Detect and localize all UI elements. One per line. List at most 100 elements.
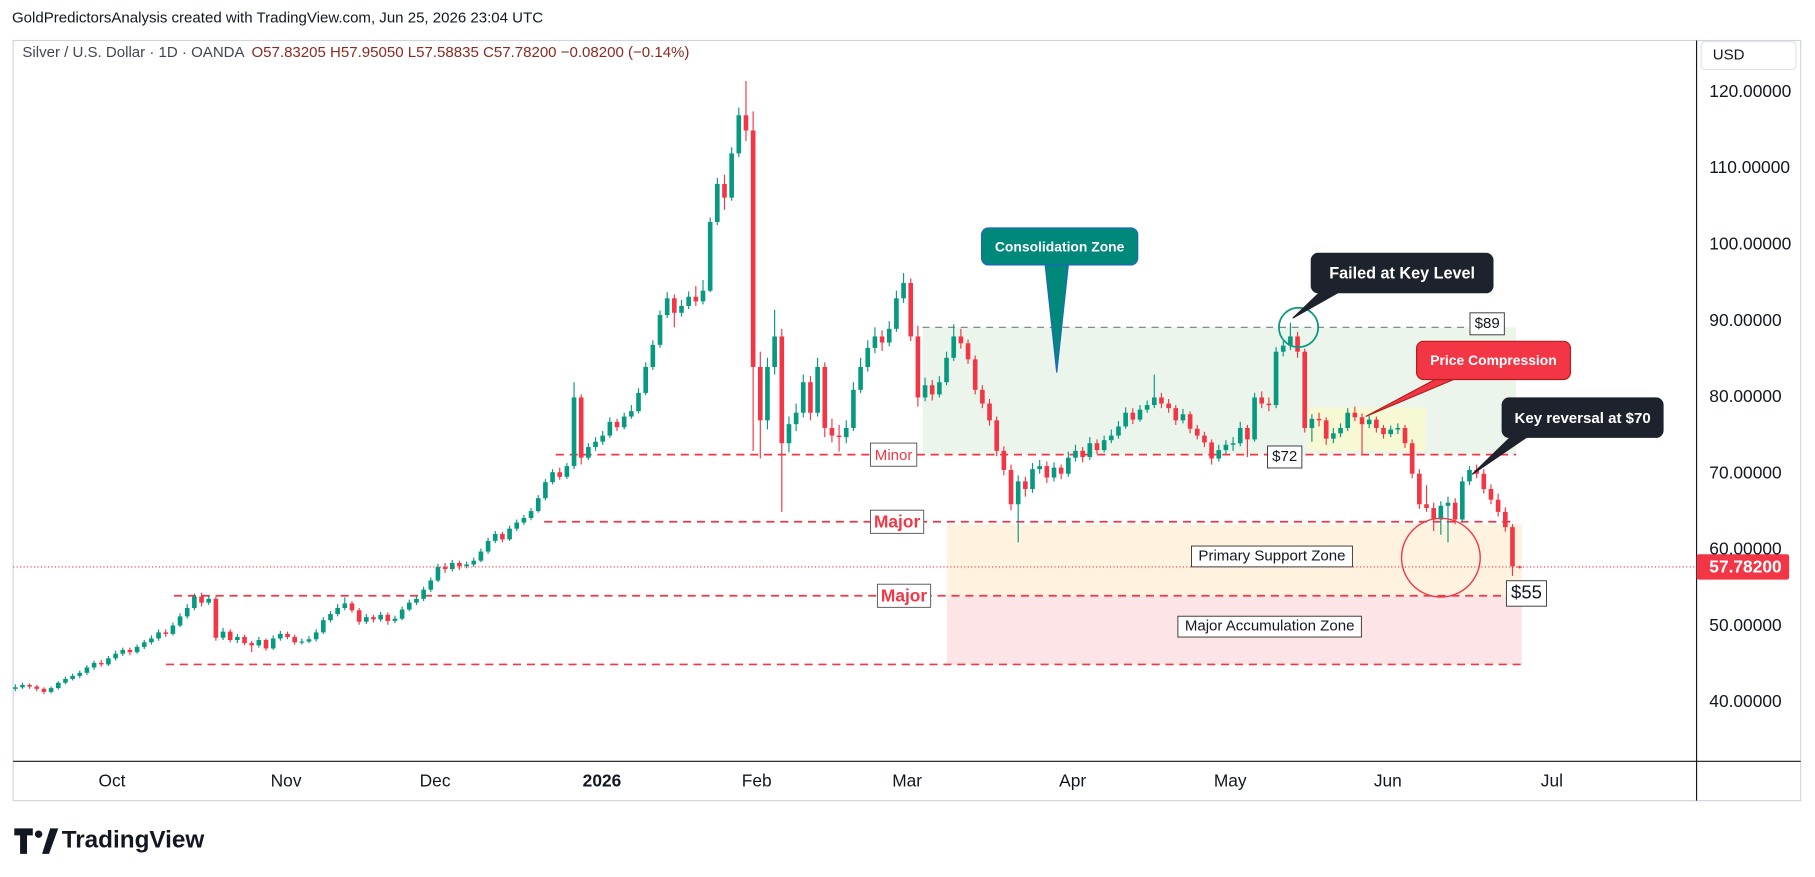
price-label: $55 [1511, 581, 1542, 602]
candle-body [621, 416, 627, 428]
candle-body [1108, 435, 1114, 441]
candle-body [1460, 481, 1465, 520]
candle-body [1452, 502, 1458, 520]
level-label: Major [881, 586, 928, 606]
candle-body [686, 296, 691, 306]
candle-body [1137, 409, 1143, 420]
candle-body [908, 283, 914, 337]
candle-body [199, 596, 204, 603]
level-label: Minor [875, 447, 913, 464]
y-tick-label: 70.00000 [1709, 462, 1781, 482]
price-label-box [1267, 445, 1303, 469]
candle-body [335, 607, 340, 615]
candle-body [1424, 504, 1429, 509]
candle-body [91, 662, 97, 668]
zone-label-box [1177, 615, 1362, 638]
callout-text: Price Compression [1430, 352, 1556, 368]
candle-body [543, 482, 548, 499]
currency-box[interactable] [1700, 41, 1797, 70]
callout-box [1415, 340, 1572, 381]
candle-body [213, 598, 219, 638]
callout-box [980, 227, 1139, 266]
candle-body [865, 347, 871, 367]
candle-body [414, 598, 419, 603]
candle-body [722, 183, 727, 198]
candle-body [485, 540, 491, 552]
candle-body [1194, 428, 1200, 436]
x-tick-label: Jul [1541, 771, 1563, 791]
candle-body [786, 424, 792, 444]
candle-body [435, 566, 441, 581]
candle-body [1488, 488, 1494, 500]
candle-body [1008, 469, 1014, 505]
candle-body [657, 315, 663, 345]
candle-body [392, 618, 398, 621]
candle-body [650, 344, 656, 367]
candle-body [242, 636, 247, 644]
callout-box [1310, 252, 1494, 294]
candle-body [478, 551, 484, 561]
x-tick-label: Jun [1374, 771, 1402, 791]
candle-body [822, 366, 828, 428]
candle-body [550, 472, 555, 483]
candle-body [1073, 450, 1078, 458]
candle-body [1151, 397, 1157, 406]
level-label-box [876, 583, 932, 608]
candle-body [313, 632, 319, 640]
candle-body [922, 385, 928, 398]
last-price-tag [1696, 554, 1790, 580]
candle-body [306, 639, 312, 642]
candle-body [879, 336, 885, 343]
x-tick-label: Oct [99, 771, 126, 791]
candle-body [1438, 505, 1444, 520]
x-tick-label: Nov [271, 771, 302, 791]
candle-body [278, 633, 283, 639]
candle-body [1023, 481, 1028, 489]
candle-body [1445, 502, 1451, 506]
last-price-label: 57.78200 [1709, 557, 1781, 577]
x-tick-label: 2026 [583, 771, 622, 791]
candle-body [363, 617, 369, 622]
candle-body [1173, 408, 1179, 421]
candle-body [1402, 427, 1408, 444]
candle-body [1366, 419, 1372, 425]
candle-body [672, 298, 677, 313]
candle-body [342, 603, 348, 608]
candle-body [20, 685, 25, 688]
candle-body [1467, 469, 1472, 482]
x-tick-label: Mar [892, 771, 922, 791]
candle-body [270, 638, 276, 649]
price-label-box [1469, 312, 1505, 336]
candle-body [980, 389, 985, 404]
candle-body [399, 609, 405, 619]
candle-body [1130, 412, 1136, 420]
candle-body [1037, 466, 1042, 470]
candle-body [600, 435, 606, 442]
candle-body [901, 283, 906, 299]
candle-body [34, 686, 40, 689]
candle-body [406, 602, 412, 610]
candle-body [972, 359, 978, 390]
candle-body [442, 566, 448, 570]
candle-body [12, 687, 18, 689]
callout-text: Key reversal at $70 [1514, 410, 1650, 427]
level-label-box [870, 442, 918, 467]
candle-body [177, 616, 183, 626]
candle-body [614, 421, 620, 428]
candle-body [156, 632, 161, 639]
x-tick-label: Feb [742, 771, 772, 791]
candle-body [772, 336, 777, 367]
candle-body [1223, 444, 1229, 451]
candle-body [1187, 414, 1193, 429]
candle-body [1144, 405, 1150, 410]
x-tick-label: Dec [420, 771, 451, 791]
candle-body [428, 580, 434, 590]
y-tick-label: 60.00000 [1709, 539, 1781, 559]
candle-body [127, 649, 133, 653]
candle-body [571, 397, 577, 467]
x-tick-label: Apr [1059, 771, 1086, 791]
callout-box [1501, 397, 1664, 438]
zone-label: Primary Support Zone [1198, 547, 1345, 564]
candle-body [1345, 412, 1351, 428]
candle-body [192, 596, 197, 608]
